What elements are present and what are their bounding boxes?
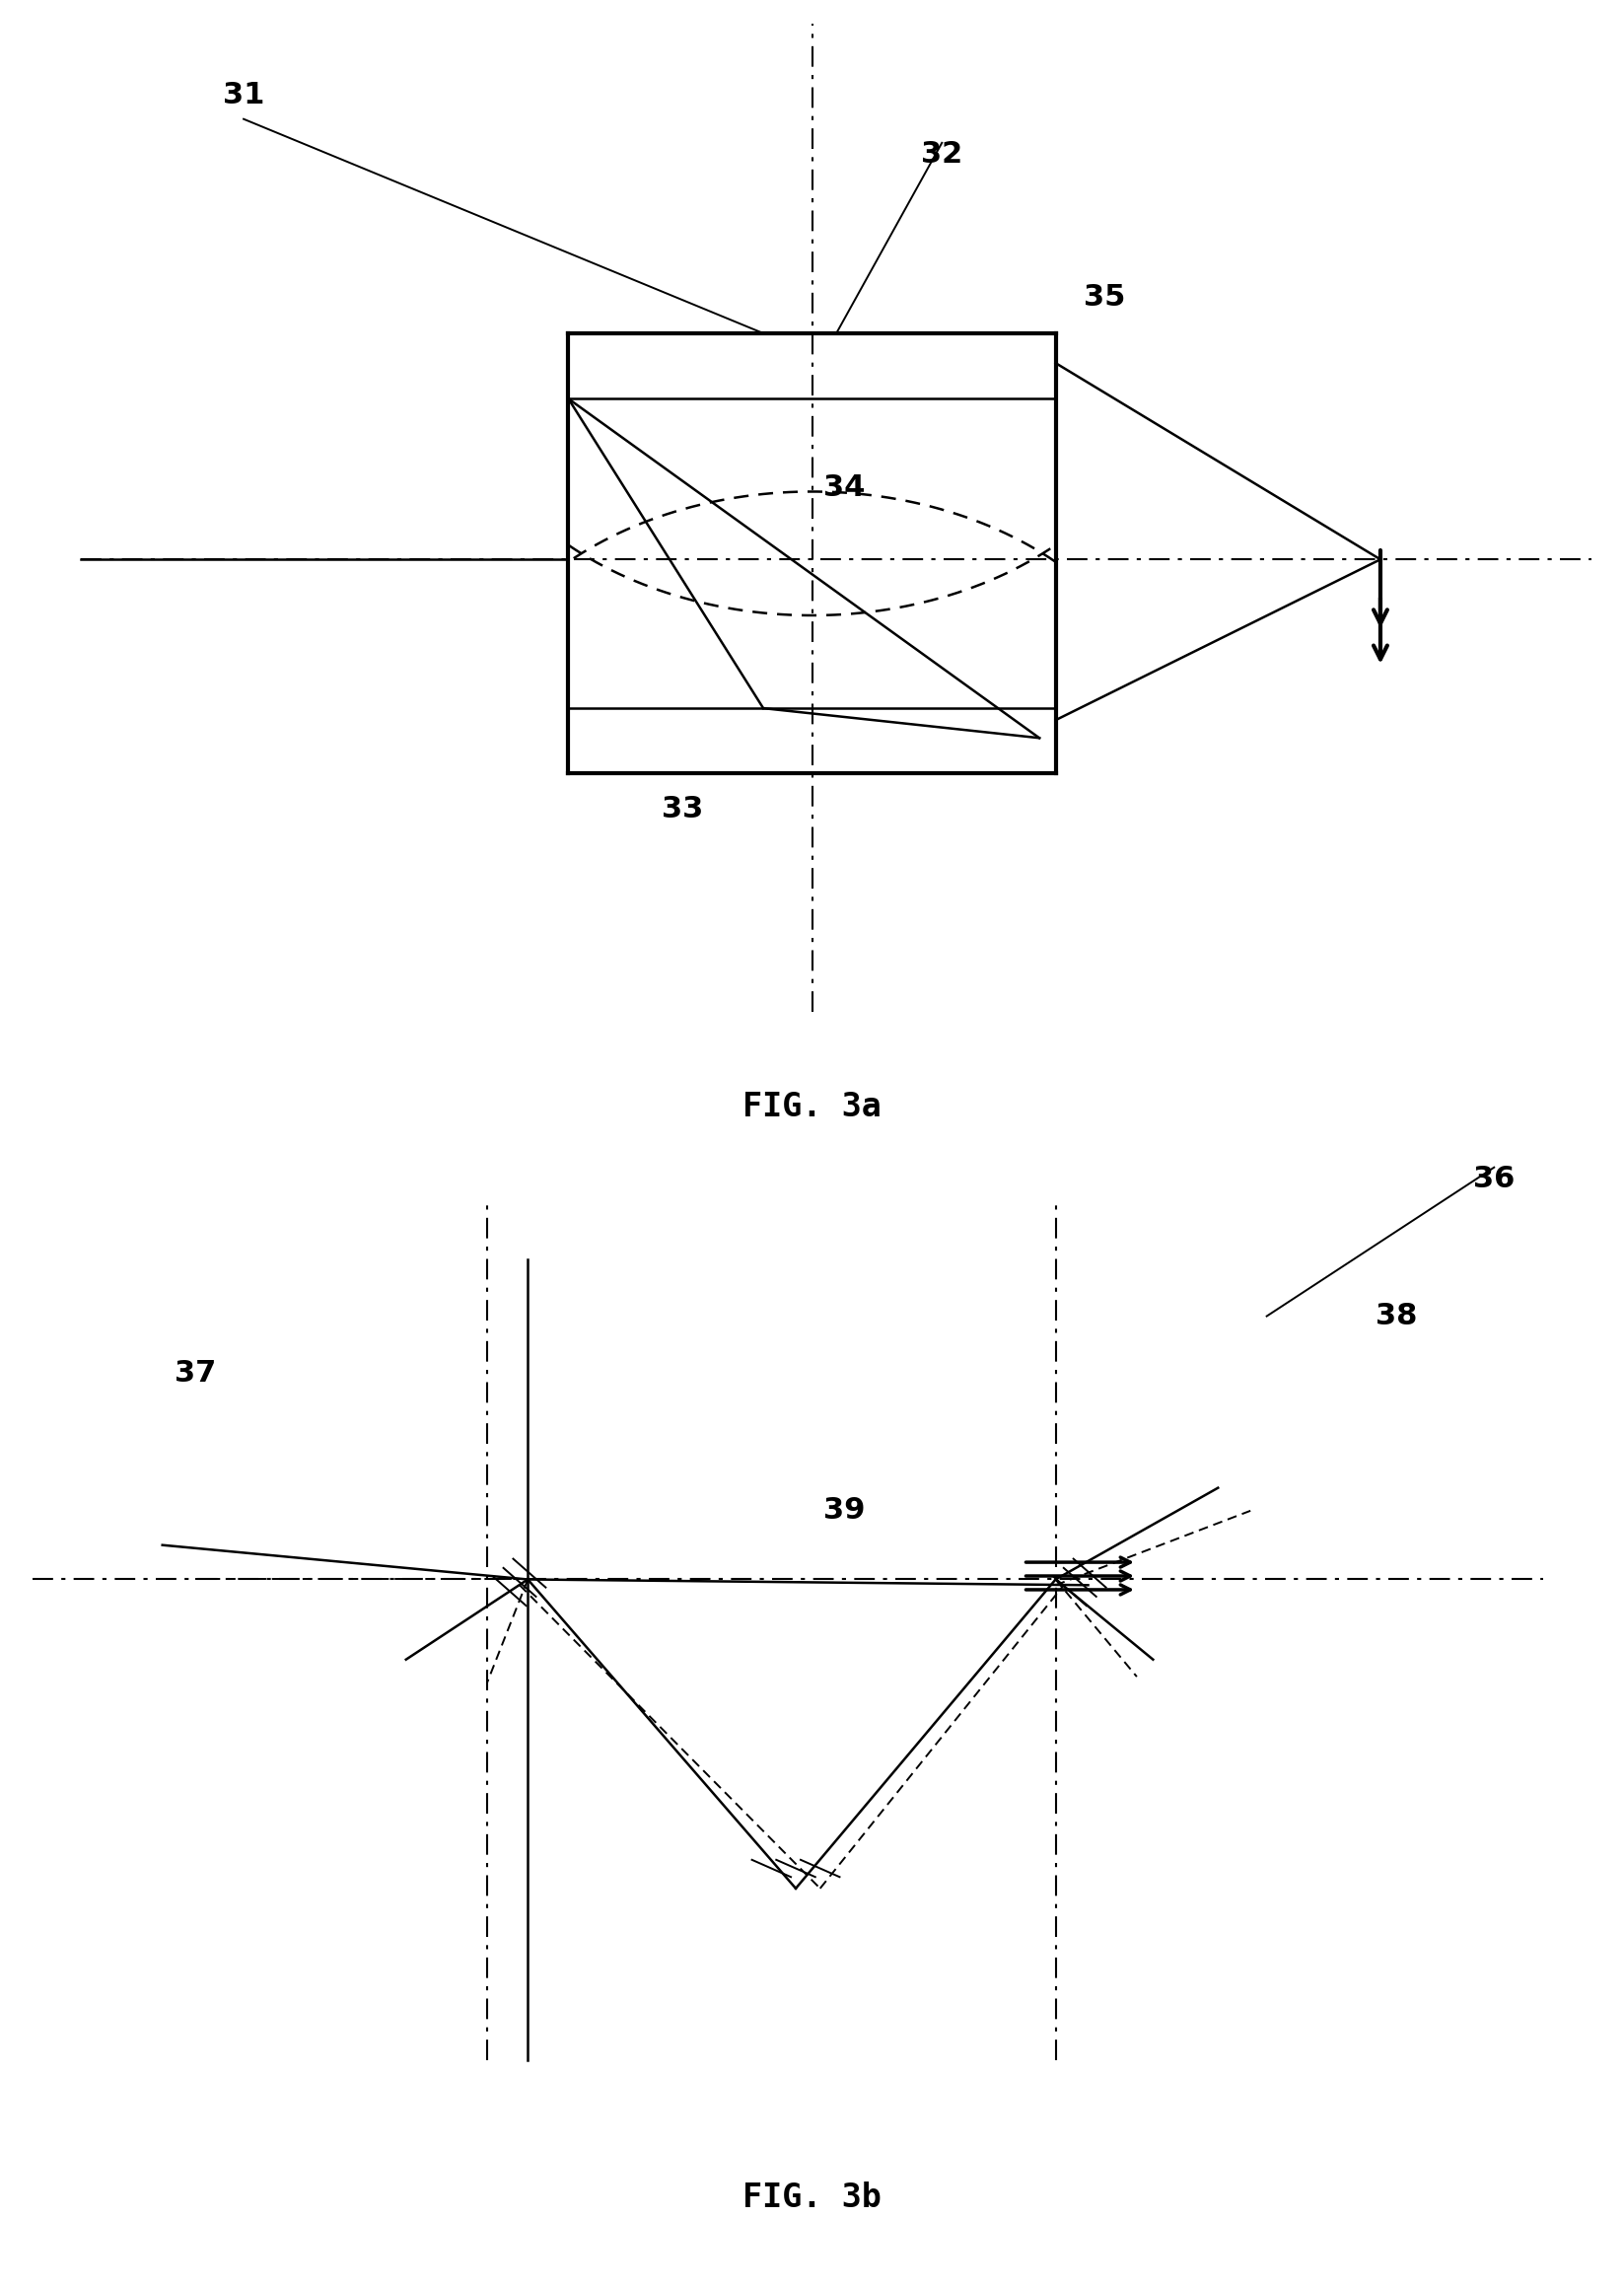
- Text: 38: 38: [1376, 1302, 1418, 1330]
- Text: FIG. 3a: FIG. 3a: [742, 1090, 882, 1124]
- Text: 35: 35: [1083, 284, 1125, 311]
- Text: 33: 33: [661, 794, 703, 824]
- Text: 34: 34: [823, 474, 866, 501]
- Text: 36: 36: [1473, 1165, 1515, 1193]
- Text: 32: 32: [921, 140, 963, 169]
- Text: 39: 39: [823, 1497, 866, 1524]
- Text: FIG. 3b: FIG. 3b: [742, 2181, 882, 2213]
- Text: 37: 37: [174, 1360, 216, 1387]
- Text: 31: 31: [222, 80, 265, 110]
